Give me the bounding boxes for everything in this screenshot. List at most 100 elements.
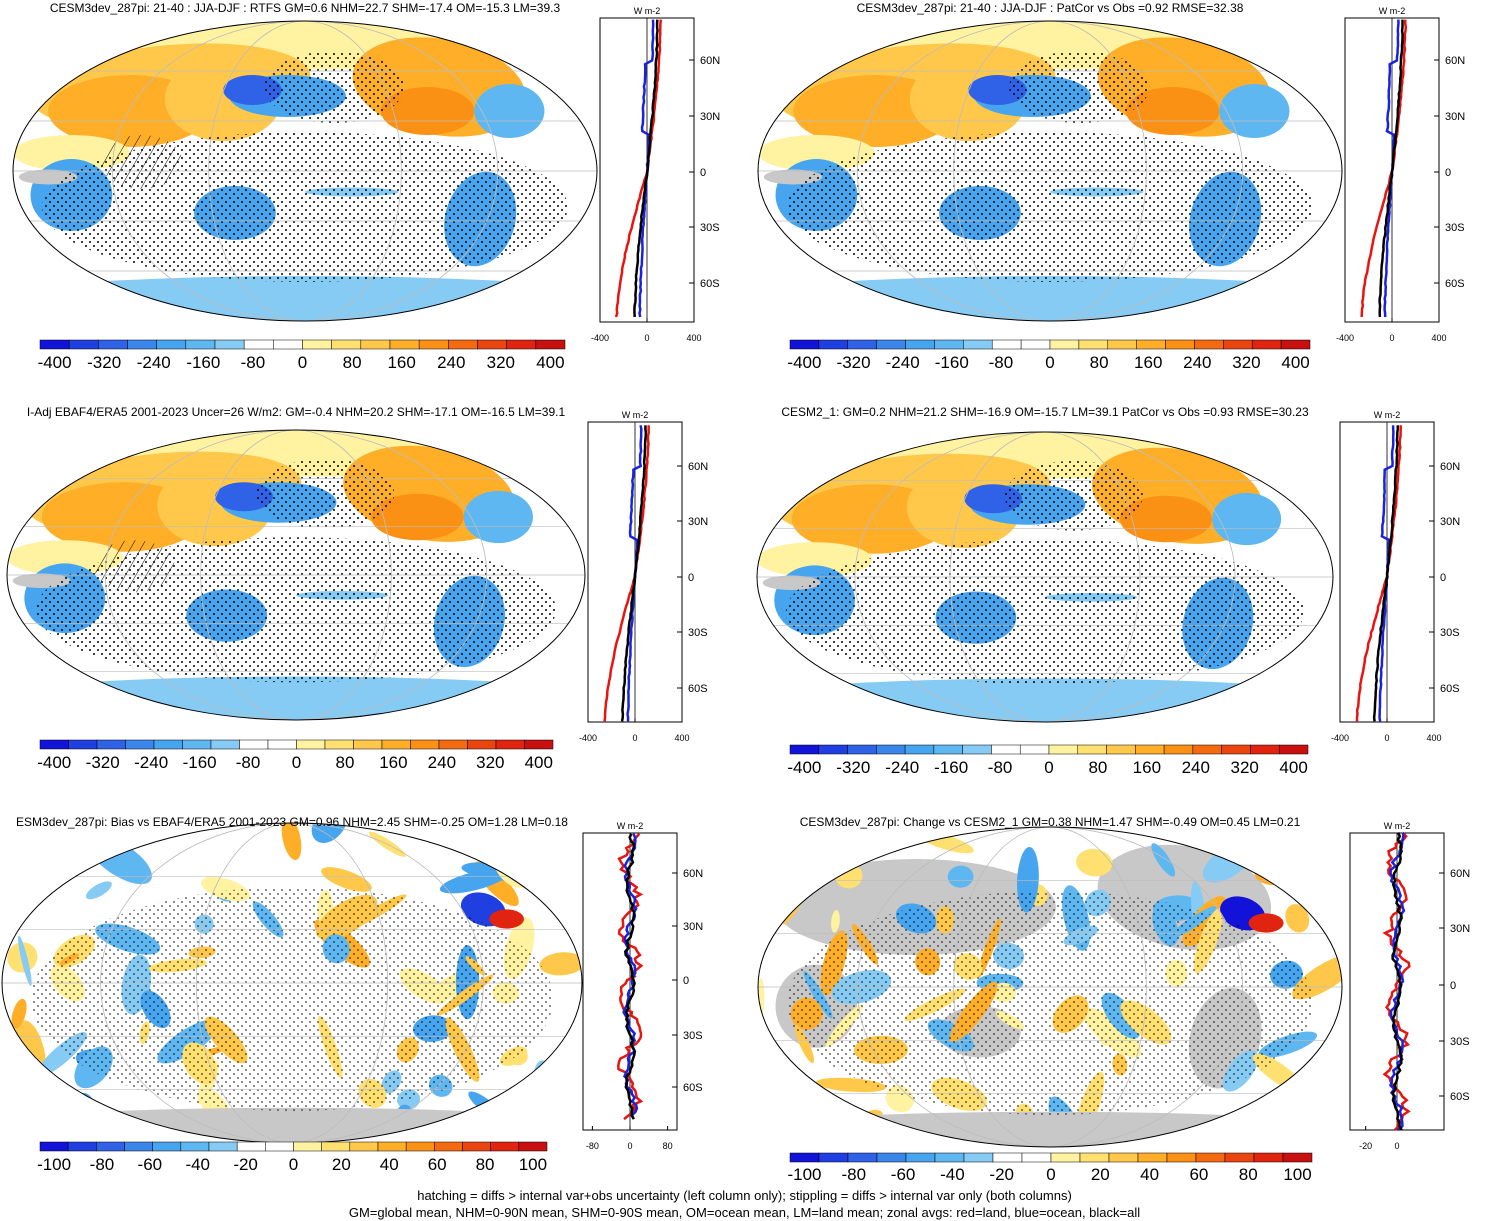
colorbar-tick-label: -240 bbox=[885, 758, 919, 777]
map-panel-2: CESM3dev_287pi: 21-40 : JJA-DJF : PatCor… bbox=[757, 1, 1343, 322]
colorbar-swatch bbox=[1194, 339, 1224, 350]
colorbar-swatch bbox=[876, 744, 906, 755]
x-tick-label: -20 bbox=[1359, 1141, 1372, 1151]
zonal-unit-label: W m-2 bbox=[1374, 410, 1401, 420]
north-america-region bbox=[371, 493, 464, 541]
map-field bbox=[13, 21, 597, 321]
colorbar-tick-label: 20 bbox=[1091, 1165, 1110, 1184]
zonal-series-all bbox=[1372, 425, 1400, 722]
zonal-series-all bbox=[1391, 832, 1403, 1131]
colorbar-tick-label: 60 bbox=[428, 1155, 447, 1174]
lat-tick-label: 30N bbox=[1450, 923, 1470, 935]
colorbar-tick-label: 160 bbox=[1133, 758, 1161, 777]
lat-tick-label: 30S bbox=[1440, 627, 1460, 639]
colorbar-swatch bbox=[789, 339, 820, 350]
zonal-series-all bbox=[633, 19, 659, 318]
colorbar-swatch bbox=[1106, 744, 1136, 755]
colorbar-tick-label: 240 bbox=[1182, 758, 1210, 777]
north-atlantic-region bbox=[1219, 84, 1290, 138]
map-field bbox=[757, 432, 1333, 722]
north-america-region bbox=[1125, 87, 1220, 135]
field-patch bbox=[2, 873, 39, 906]
x-tick-label: 0 bbox=[632, 733, 637, 743]
colorbar-swatch bbox=[302, 339, 332, 350]
lat-tick-label: 30S bbox=[683, 1030, 703, 1042]
colorbar-swatch bbox=[360, 339, 391, 350]
colorbar-tick-label: 0 bbox=[1044, 758, 1053, 777]
colorbar-tick-label: -40 bbox=[940, 1165, 965, 1184]
colorbar-swatch bbox=[1251, 339, 1282, 350]
lat-tick-label: 30N bbox=[700, 111, 720, 123]
x-tick-label: 400 bbox=[686, 333, 701, 343]
x-tick-label: -80 bbox=[586, 1141, 599, 1151]
hatching bbox=[93, 540, 175, 593]
lat-tick-label: 30N bbox=[683, 921, 703, 933]
colorbar-tick-label: 240 bbox=[1183, 353, 1211, 372]
colorbar-tick-label: -240 bbox=[137, 353, 171, 372]
colorbar-tick-label: 400 bbox=[525, 753, 553, 772]
colorbar-swatch bbox=[377, 1141, 407, 1152]
colorbar-tick-label: -240 bbox=[134, 753, 168, 772]
lat-tick-label: 0 bbox=[700, 167, 706, 179]
colorbar-6: -100 -80 -60 -40 -20 0 20 40 60 80 100 bbox=[787, 1152, 1313, 1184]
lat-tick-label: 30S bbox=[700, 222, 720, 234]
stippling bbox=[1004, 461, 1143, 531]
colorbar-tick-label: -100 bbox=[37, 1155, 71, 1174]
colorbar-swatch bbox=[265, 1141, 294, 1152]
stippling bbox=[787, 891, 1313, 1115]
colorbar-swatch bbox=[124, 1141, 153, 1152]
lat-tick-label: 60S bbox=[683, 1082, 703, 1094]
lat-tick-label: 0 bbox=[688, 572, 694, 584]
colorbar-swatch bbox=[962, 744, 992, 755]
colorbar-swatch bbox=[1224, 1152, 1255, 1163]
map-outline bbox=[757, 826, 1343, 1148]
lat-tick-label: 60S bbox=[1450, 1091, 1470, 1103]
lat-tick-label: 60N bbox=[688, 461, 708, 473]
colorbar-swatch bbox=[96, 1141, 125, 1152]
map-field bbox=[7, 430, 585, 720]
zonal-series-land bbox=[1382, 831, 1411, 1131]
colorbar-tick-label: -160 bbox=[935, 353, 969, 372]
graticule bbox=[758, 827, 1342, 1147]
colorbar-swatch bbox=[125, 739, 155, 750]
lat-tick-label: 60N bbox=[683, 868, 703, 880]
x-tick-label: 400 bbox=[1426, 733, 1441, 743]
colorbar-swatch bbox=[68, 339, 99, 350]
colorbar-swatch bbox=[1108, 1152, 1139, 1163]
colorbar-tick-label: -80 bbox=[842, 1165, 867, 1184]
field-patch bbox=[771, 1065, 793, 1127]
colorbar-tick-label: 80 bbox=[1090, 353, 1109, 372]
zonal-unit-label: W m-2 bbox=[622, 410, 649, 420]
zonal-unit-label: W m-2 bbox=[634, 6, 661, 16]
field-patch bbox=[281, 823, 302, 861]
colorbar-swatch bbox=[180, 1141, 210, 1152]
colorbar-swatch bbox=[39, 1141, 69, 1152]
colorbar-swatch bbox=[273, 339, 303, 350]
colorbar-tick-label: 160 bbox=[379, 753, 407, 772]
x-tick-label: 400 bbox=[1431, 333, 1446, 343]
lat-tick-label: 30S bbox=[688, 627, 708, 639]
panel-title: CESM2_1: GM=0.2 NHM=21.2 SHM=-16.9 OM=-1… bbox=[781, 405, 1309, 419]
colorbar-swatch bbox=[1163, 744, 1194, 755]
stippling bbox=[31, 887, 553, 1111]
stippling bbox=[1009, 51, 1150, 123]
colorbar-swatch bbox=[1195, 1152, 1226, 1163]
colorbar-tick-label: 400 bbox=[1281, 353, 1309, 372]
colorbar-swatch bbox=[818, 339, 849, 350]
colorbar-swatch bbox=[1192, 744, 1222, 755]
colorbar-tick-label: -80 bbox=[236, 753, 261, 772]
field-patch bbox=[555, 873, 582, 903]
colorbar-swatch bbox=[127, 339, 157, 350]
colorbar-tick-label: -80 bbox=[90, 1155, 115, 1174]
x-tick-label: -400 bbox=[579, 733, 597, 743]
map-field bbox=[2, 823, 582, 1143]
lat-tick-label: 60N bbox=[1440, 461, 1460, 473]
colorbar-swatch bbox=[1019, 744, 1050, 755]
colorbar-tick-label: 20 bbox=[332, 1155, 351, 1174]
antarctica-region bbox=[13, 276, 597, 321]
colorbar-tick-label: -160 bbox=[934, 758, 968, 777]
colorbar-tick-label: 80 bbox=[1088, 758, 1107, 777]
graticule bbox=[2, 823, 582, 1143]
lat-tick-label: 60S bbox=[700, 278, 720, 290]
colorbar-swatch bbox=[847, 339, 877, 350]
